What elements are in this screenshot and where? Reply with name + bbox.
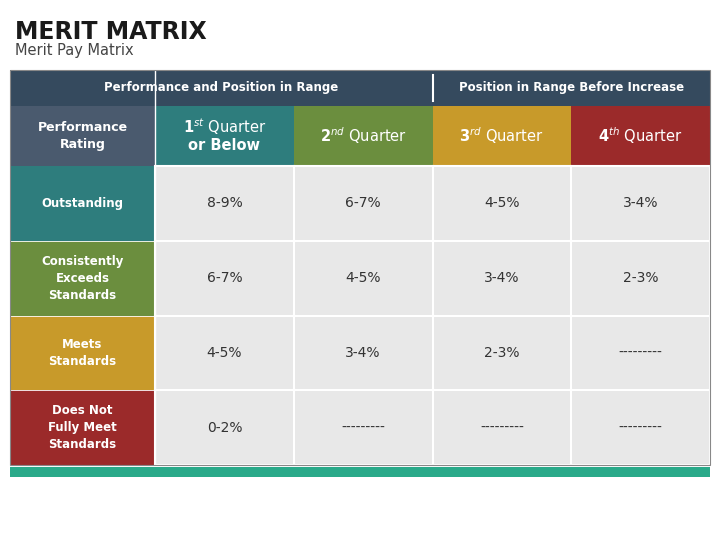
Bar bbox=[294, 166, 433, 241]
Bar bbox=[433, 315, 571, 390]
Text: ---------: --------- bbox=[480, 421, 524, 435]
Text: Performance and Position in Range: Performance and Position in Range bbox=[104, 82, 338, 94]
Text: 3-4%: 3-4% bbox=[346, 346, 381, 360]
Text: $\mathbf{4}^{th}$ Quarter: $\mathbf{4}^{th}$ Quarter bbox=[598, 126, 683, 146]
Bar bbox=[155, 390, 294, 465]
Bar bbox=[10, 241, 155, 315]
Bar bbox=[10, 315, 155, 390]
Text: $\mathbf{1}^{st}$ Quarter: $\mathbf{1}^{st}$ Quarter bbox=[183, 117, 266, 137]
Text: 2-3%: 2-3% bbox=[484, 346, 520, 360]
Bar bbox=[294, 315, 433, 390]
Bar bbox=[10, 390, 155, 465]
Bar bbox=[10, 467, 710, 477]
Bar bbox=[433, 166, 571, 241]
Text: ---------: --------- bbox=[618, 421, 662, 435]
Bar bbox=[155, 166, 294, 241]
Text: 4-5%: 4-5% bbox=[484, 197, 520, 211]
Text: $\mathbf{3}^{rd}$ Quarter: $\mathbf{3}^{rd}$ Quarter bbox=[459, 126, 544, 146]
Text: ---------: --------- bbox=[618, 346, 662, 360]
Bar bbox=[433, 241, 571, 315]
Text: 8-9%: 8-9% bbox=[207, 197, 242, 211]
Text: 2-3%: 2-3% bbox=[623, 271, 658, 285]
Text: MERIT MATRIX: MERIT MATRIX bbox=[15, 20, 207, 44]
Text: Outstanding: Outstanding bbox=[42, 197, 124, 210]
Text: 3-4%: 3-4% bbox=[484, 271, 520, 285]
Bar bbox=[155, 106, 294, 166]
Text: 6-7%: 6-7% bbox=[207, 271, 242, 285]
Text: Performance
Rating: Performance Rating bbox=[37, 121, 127, 151]
Text: Position in Range Before Increase: Position in Range Before Increase bbox=[459, 82, 684, 94]
Bar bbox=[571, 241, 710, 315]
Text: Consistently
Exceeds
Standards: Consistently Exceeds Standards bbox=[41, 255, 124, 302]
Text: 6-7%: 6-7% bbox=[346, 197, 381, 211]
Text: or Below: or Below bbox=[189, 138, 261, 153]
Text: 3-4%: 3-4% bbox=[623, 197, 658, 211]
Bar bbox=[155, 241, 294, 315]
Bar bbox=[571, 106, 710, 166]
Bar bbox=[294, 390, 433, 465]
Text: 0-2%: 0-2% bbox=[207, 421, 242, 435]
Text: 4-5%: 4-5% bbox=[207, 346, 242, 360]
Bar bbox=[571, 390, 710, 465]
Text: Does Not
Fully Meet
Standards: Does Not Fully Meet Standards bbox=[48, 404, 117, 451]
Bar bbox=[571, 315, 710, 390]
Text: 4-5%: 4-5% bbox=[346, 271, 381, 285]
Bar bbox=[10, 70, 710, 465]
Bar bbox=[10, 166, 155, 241]
Bar bbox=[10, 106, 155, 166]
Bar bbox=[571, 166, 710, 241]
Text: Meets
Standards: Meets Standards bbox=[48, 338, 117, 368]
Text: ---------: --------- bbox=[341, 421, 385, 435]
Bar bbox=[10, 70, 710, 106]
Bar bbox=[155, 315, 294, 390]
Text: Merit Pay Matrix: Merit Pay Matrix bbox=[15, 43, 134, 57]
Bar bbox=[433, 390, 571, 465]
Text: $\mathbf{2}^{nd}$ Quarter: $\mathbf{2}^{nd}$ Quarter bbox=[320, 126, 407, 146]
Bar bbox=[294, 106, 433, 166]
Bar bbox=[433, 106, 571, 166]
Bar bbox=[294, 241, 433, 315]
